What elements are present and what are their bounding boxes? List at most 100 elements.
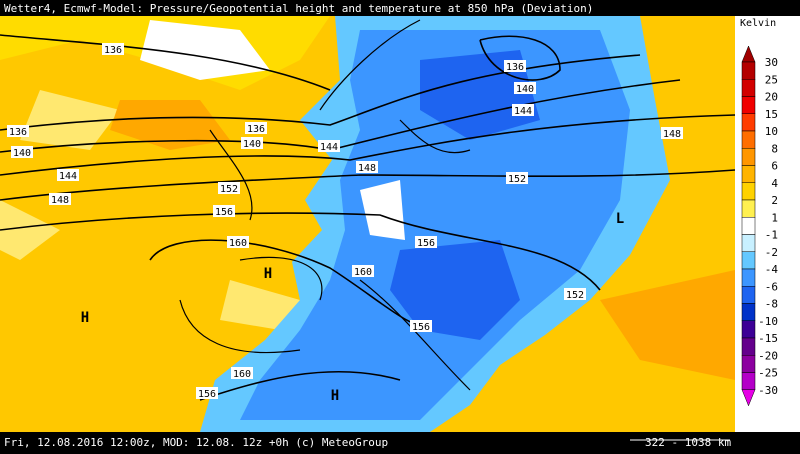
legend-arrow xyxy=(741,389,756,407)
contour-label-bg xyxy=(49,193,71,205)
hot-area xyxy=(110,100,735,380)
legend-swatch xyxy=(741,217,756,235)
legend-swatch xyxy=(741,199,756,218)
legend-level: 25 xyxy=(765,73,778,86)
contour-label-bg xyxy=(227,236,249,248)
legend-swatch xyxy=(741,61,756,80)
contour-label: 140 xyxy=(516,84,534,95)
coastlines xyxy=(179,19,471,391)
contour-label: 136 xyxy=(247,124,265,135)
contour-label: 140 xyxy=(243,139,261,150)
mild-area xyxy=(0,90,300,330)
contour-label-bg xyxy=(57,169,79,181)
legend-unit: Kelvin xyxy=(740,18,776,29)
legend-swatch xyxy=(741,182,756,201)
contour-label-bg xyxy=(514,82,536,94)
legend-swatch xyxy=(741,337,756,356)
legend-swatch xyxy=(741,79,756,97)
contour-label: 160 xyxy=(354,267,372,278)
contour-label: 152 xyxy=(566,290,584,301)
contour-label-bg xyxy=(564,288,586,300)
contour-label-bg xyxy=(410,320,432,332)
legend-level: 2 xyxy=(771,194,778,207)
legend-swatch xyxy=(741,234,756,252)
contour-label-bg xyxy=(318,140,340,152)
legend-level: -4 xyxy=(765,263,779,276)
legend-swatch xyxy=(741,148,756,166)
legend-level: 10 xyxy=(765,125,778,138)
legend-level: -30 xyxy=(758,384,778,397)
legend-level: -10 xyxy=(758,315,778,328)
contour-label-bg xyxy=(102,43,124,55)
contour-label: 136 xyxy=(506,62,524,73)
contour-label: 152 xyxy=(508,174,526,185)
contour-label: 156 xyxy=(198,389,216,400)
contour-label-bg xyxy=(218,182,240,194)
pressure-center: H xyxy=(81,310,89,326)
contour-label-bg xyxy=(352,265,374,277)
legend-level: 15 xyxy=(765,108,778,121)
legend-level: -15 xyxy=(758,332,778,345)
contour-label: 136 xyxy=(104,45,122,56)
contour-label-bg xyxy=(415,236,437,248)
legend-level: 4 xyxy=(771,177,778,190)
contour-label-bg xyxy=(241,137,263,149)
contour-label-bg xyxy=(356,161,378,173)
neutral-area xyxy=(140,20,270,80)
footer-info: Fri, 12.08.2016 12:00z, MOD: 12.08. 12z … xyxy=(4,436,388,449)
contours xyxy=(0,34,735,401)
contour-label-bg xyxy=(512,104,534,116)
contour-label: 160 xyxy=(229,238,247,249)
contour-label: 144 xyxy=(59,171,77,182)
contour-label: 152 xyxy=(220,184,238,195)
legend-level: 6 xyxy=(771,160,778,173)
map: 136 136 140 144 136 136 140 140 144 148 144 148 152 1… xyxy=(0,16,735,432)
legend-swatch xyxy=(741,268,756,287)
legend-level: -20 xyxy=(758,349,778,362)
legend-swatch xyxy=(741,372,756,390)
legend-swatch xyxy=(741,355,756,373)
legend-level: 1 xyxy=(771,211,778,224)
legend: Kelvin 30 25 20 15 10 8 6 4 2 1 -1 -2 -4 -6 -8 -10 -15 -2… xyxy=(735,16,800,432)
contour-label: 144 xyxy=(514,106,532,117)
pressure-center: L xyxy=(616,211,624,227)
legend-swatch xyxy=(741,165,756,183)
legend-level: 20 xyxy=(765,91,778,104)
legend-swatch xyxy=(741,130,756,149)
coldest-area xyxy=(390,50,540,340)
legend-level: -25 xyxy=(758,367,778,380)
contour-label: 136 xyxy=(9,127,27,138)
contour-label-bg xyxy=(231,367,253,379)
contour-label: 148 xyxy=(51,195,69,206)
contour-label: 144 xyxy=(320,142,338,153)
legend-level: -1 xyxy=(765,229,778,242)
scale-label: 322 - 1038 km xyxy=(645,436,731,449)
contour-label: 156 xyxy=(417,238,435,249)
legend-level: 30 xyxy=(765,56,778,69)
contour-label-bg xyxy=(7,125,29,137)
contour-label-bg xyxy=(213,205,235,217)
pressure-center: H xyxy=(331,388,339,404)
legend-level: -6 xyxy=(765,280,778,293)
legend-level: -2 xyxy=(765,246,778,259)
contour-label-bg xyxy=(11,146,33,158)
legend-level: 8 xyxy=(771,142,778,155)
pressure-center: H xyxy=(264,266,272,282)
neutral-area xyxy=(360,180,405,240)
contour-label: 148 xyxy=(358,163,376,174)
contour-label: 148 xyxy=(663,129,681,140)
contour-label: 156 xyxy=(412,322,430,333)
contour-label-bg xyxy=(196,387,218,399)
legend-swatch xyxy=(741,320,756,339)
legend-level: -8 xyxy=(765,298,778,311)
contour-label: 140 xyxy=(13,148,31,159)
contour-label-bg xyxy=(504,60,526,72)
legend-swatch xyxy=(741,96,756,114)
contour-label-bg xyxy=(661,127,683,139)
legend-swatch xyxy=(741,303,756,321)
contour-label: 160 xyxy=(233,369,251,380)
legend-swatch xyxy=(741,251,756,270)
legend-swatch xyxy=(741,286,756,304)
